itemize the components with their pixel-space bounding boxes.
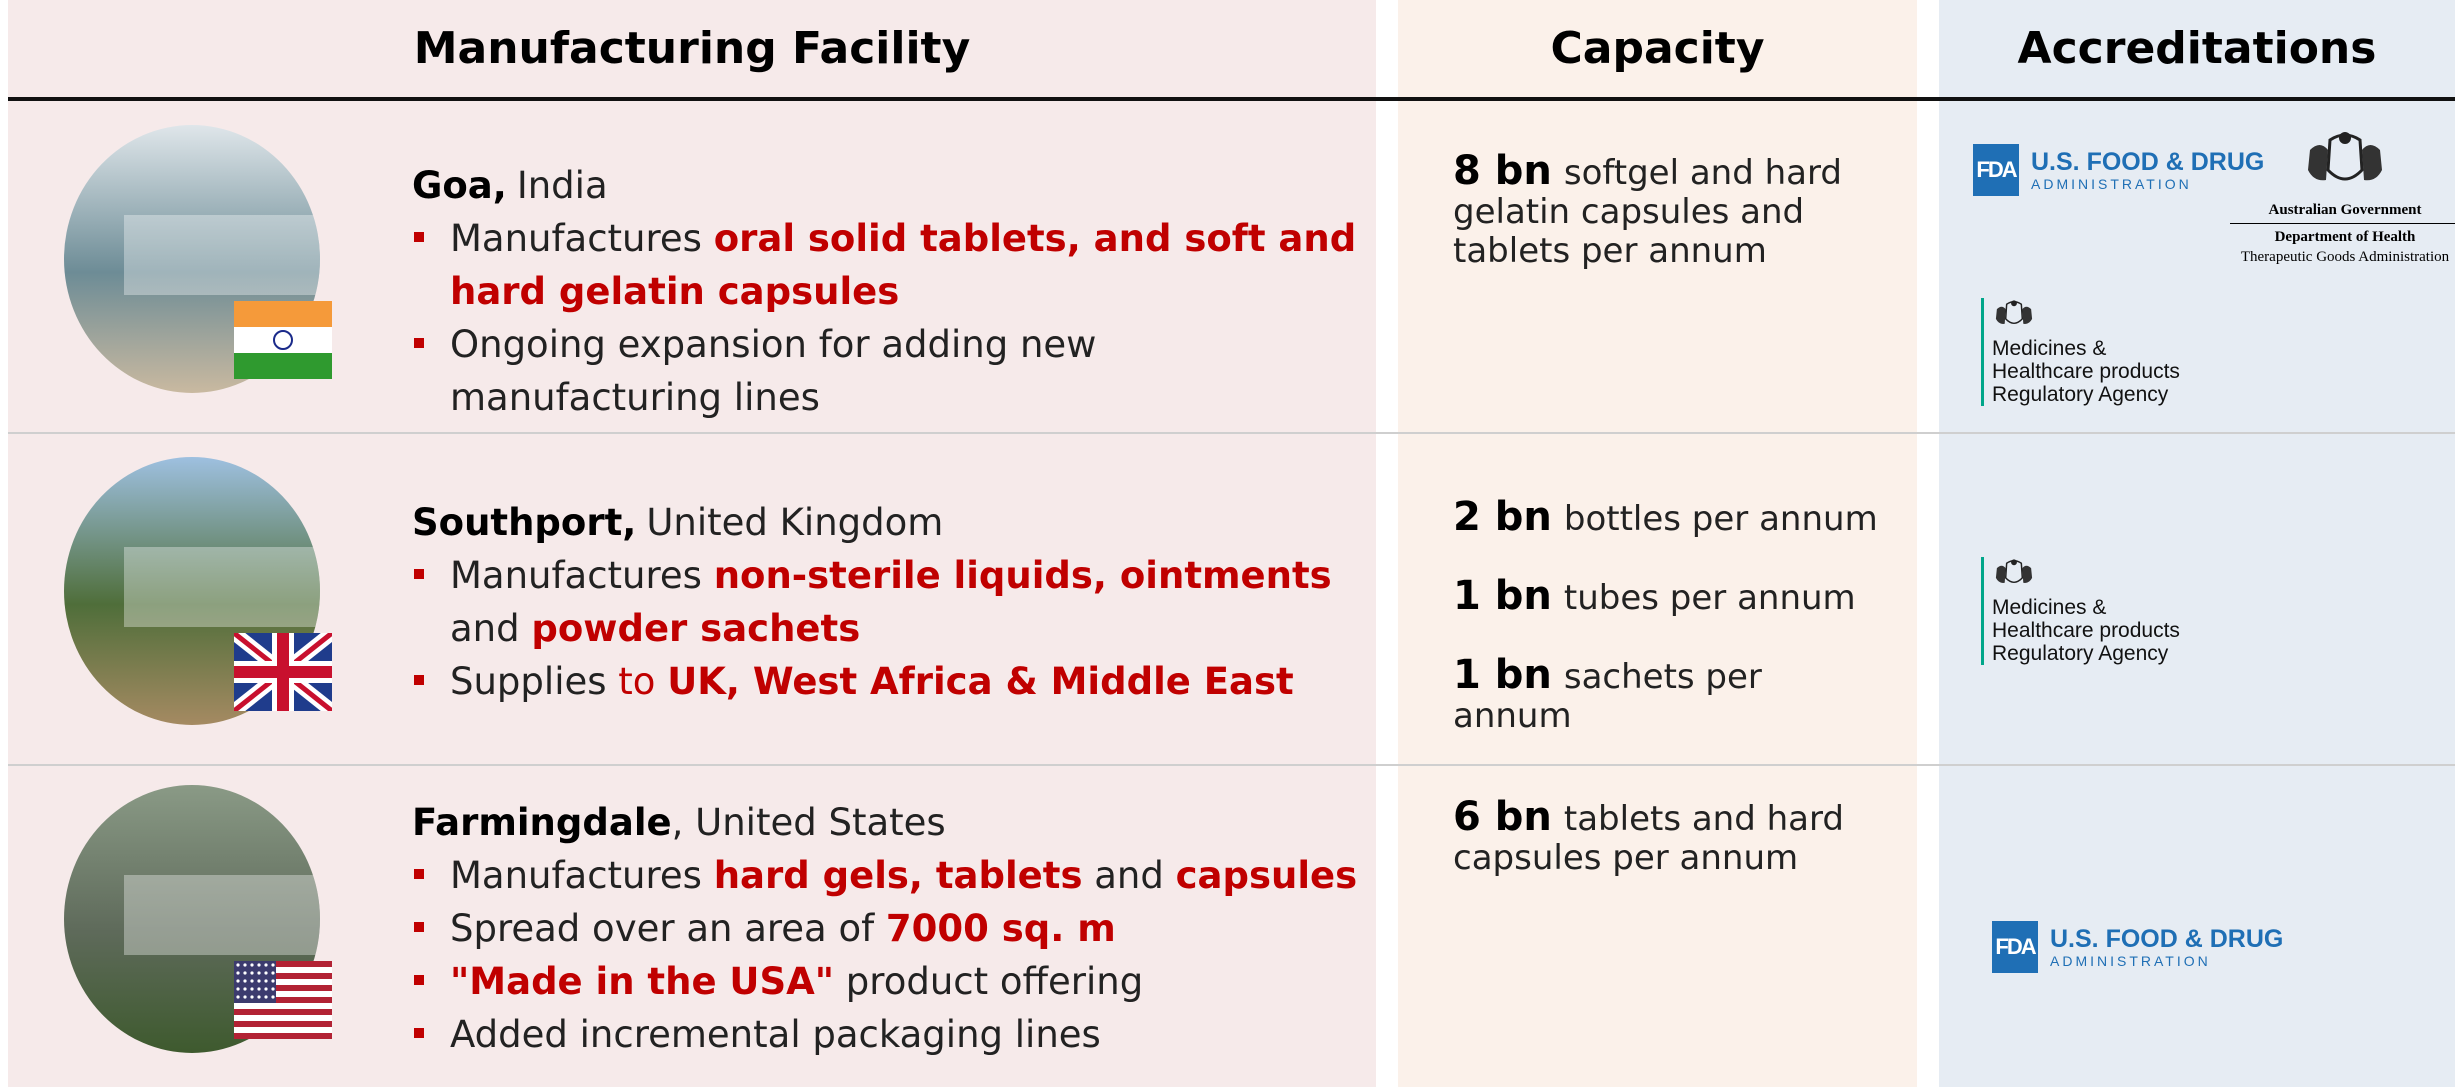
fda-sub: ADMINISTRATION: [2031, 176, 2192, 192]
logo-text: Regulatory Agency: [1992, 642, 2169, 665]
capacity-text: bottles per annum: [1563, 499, 1878, 539]
location: Southport, United Kingdom: [412, 496, 1372, 549]
bullet-text: Added incremental packaging lines: [450, 1013, 1101, 1056]
column-header: Capacity: [1550, 23, 1765, 74]
logo-text: Department of Health: [2274, 229, 2416, 245]
capacity-text: tubes per annum: [1563, 578, 1856, 618]
bullet-text: hard gels, tablets: [713, 854, 1083, 897]
bullet-text: powder sachets: [531, 607, 861, 650]
bullet: Manufactures non-sterile liquids, ointme…: [412, 549, 1372, 655]
facility-photo: [64, 457, 332, 725]
column-header: Manufacturing Facility: [413, 23, 971, 74]
fda-name: U.S. FOOD & DRUG: [2050, 925, 2284, 953]
bullet-text: Manufactures: [450, 554, 714, 597]
country: , United States: [671, 801, 946, 844]
crest: [1995, 559, 2033, 584]
crest: [2308, 132, 2382, 181]
crest: [1995, 300, 2033, 325]
bullet: "Made in the USA" product offering: [412, 955, 1372, 1008]
bullet: Added incremental packaging lines: [412, 1008, 1372, 1061]
bullet-text: non-sterile liquids, ointments: [713, 554, 1332, 597]
logo-text: Medicines &: [1992, 596, 2107, 619]
bullet-text: and: [1082, 854, 1176, 897]
bullet-text: 7000 sq. m: [885, 907, 1116, 950]
facility-info: Goa, India Manufactures oral solid tablets…: [412, 159, 1372, 424]
city: Southport,: [412, 501, 637, 544]
bullet: Supplies to UK, West Africa & Middle Eas…: [412, 655, 1372, 708]
bullet-text: Spread over an area of: [450, 907, 886, 950]
capacity-text: softgel and hard gelatin capsules and ta…: [1453, 153, 1842, 271]
capacity-amount: 6 bn: [1453, 794, 1552, 840]
facility-row: Southport, United Kingdom Manufactures non…: [0, 434, 2455, 764]
column-header: Accreditations: [2017, 23, 2377, 74]
bullet-text: Manufactures: [450, 217, 714, 260]
bullet-text: product offering: [834, 960, 1144, 1003]
capacity-text: sachets per annum: [1453, 657, 1762, 736]
accreditations-column: [1939, 0, 2455, 1087]
bullet: Ongoing expansion for adding new manufac…: [412, 318, 1372, 424]
bullet-text: "Made in the USA": [450, 960, 835, 1003]
capacity-item: 8 bn softgel and hard gelatin capsules an…: [1453, 151, 1883, 271]
city: Farmingdale: [412, 801, 672, 844]
logo-text: Medicines &: [1992, 337, 2107, 360]
bullet-text: and: [450, 607, 532, 650]
capacity-item: 1 bn tubes per annum: [1453, 576, 1883, 618]
country: India: [516, 164, 608, 207]
capacity-amount: 1 bn: [1453, 652, 1552, 698]
capacity-amount: 8 bn: [1453, 148, 1552, 194]
bullet-text: Supplies: [450, 660, 619, 703]
capacity-item: 1 bn sachets per annum: [1453, 655, 1883, 736]
accreditation-logo: FDA U.S. FOOD & DRUG ADMINISTRATION: [1973, 144, 2264, 196]
city: Goa,: [412, 164, 507, 207]
bullet-text: to: [618, 660, 668, 703]
fda-sub: ADMINISTRATION: [2050, 953, 2211, 969]
bullet: Manufactures hard gels, tablets and caps…: [412, 849, 1372, 902]
accreditation-logo: Medicines & Healthcare products Regulatory…: [1981, 298, 2180, 406]
facility-row: Goa, India Manufactures oral solid tablets…: [0, 102, 2455, 432]
row-divider: [8, 764, 2455, 766]
capacity: 2 bn bottles per annum 1 bn tubes per annum…: [1453, 497, 1883, 774]
capacity-item: 2 bn bottles per annum: [1453, 497, 1883, 539]
row-divider: [8, 432, 2455, 434]
capacity-item: 6 bn tablets and hard capsules per annum: [1453, 797, 1883, 878]
location: Farmingdale, United States: [412, 796, 1372, 849]
country: United Kingdom: [646, 501, 944, 544]
fda-mark: FDA: [1973, 144, 2019, 196]
bullet-text: UK, West Africa & Middle East: [667, 660, 1294, 703]
capacity-text: tablets and hard capsules per annum: [1453, 799, 1844, 878]
fda-text: U.S. FOOD & DRUG ADMINISTRATION: [2050, 925, 2283, 969]
facility-photo: [64, 125, 332, 393]
bullet-text: Manufactures: [450, 854, 714, 897]
fda-text: U.S. FOOD & DRUG ADMINISTRATION: [2031, 148, 2264, 192]
logo-text: Australian Government: [2230, 200, 2455, 224]
bullet-text: Ongoing expansion for adding new manufac…: [450, 323, 1097, 419]
fda-mark: FDA: [1992, 921, 2038, 973]
facility-info: Farmingdale, United States Manufactures h…: [412, 796, 1372, 1061]
bullet: Manufactures oral solid tablets, and sof…: [412, 212, 1372, 318]
bullet-text: capsules: [1175, 854, 1358, 897]
bullet: Spread over an area of 7000 sq. m: [412, 902, 1372, 955]
logo-text: Healthcare products: [1992, 360, 2180, 383]
accreditation-logo: FDA U.S. FOOD & DRUG ADMINISTRATION: [1992, 921, 2283, 973]
location: Goa, India: [412, 159, 1372, 212]
facility-info: Southport, United Kingdom Manufactures non…: [412, 496, 1372, 708]
bullet-text: oral solid tablets, and soft and hard ge…: [450, 217, 1357, 313]
accreditation-logo: Australian Government Department of Healt…: [2230, 130, 2455, 267]
facility-photo: [64, 784, 332, 1053]
accreditation-logo: Medicines & Healthcare products Regulatory…: [1981, 557, 2180, 665]
logo-text: Regulatory Agency: [1992, 383, 2169, 406]
facility-row: Farmingdale, United States Manufactures h…: [0, 766, 2455, 1087]
logo-text: Therapeutic Goods Administration: [2240, 249, 2450, 265]
fda-name: U.S. FOOD & DRUG: [2031, 148, 2265, 176]
capacity: 6 bn tablets and hard capsules per annum: [1453, 797, 1883, 916]
capacity-column: [1398, 0, 1917, 1087]
capacity-amount: 1 bn: [1453, 573, 1552, 619]
logo-text: Healthcare products: [1992, 619, 2180, 642]
capacity: 8 bn softgel and hard gelatin capsules an…: [1453, 151, 1883, 309]
capacity-amount: 2 bn: [1453, 494, 1552, 540]
header-rule: [8, 97, 2455, 101]
